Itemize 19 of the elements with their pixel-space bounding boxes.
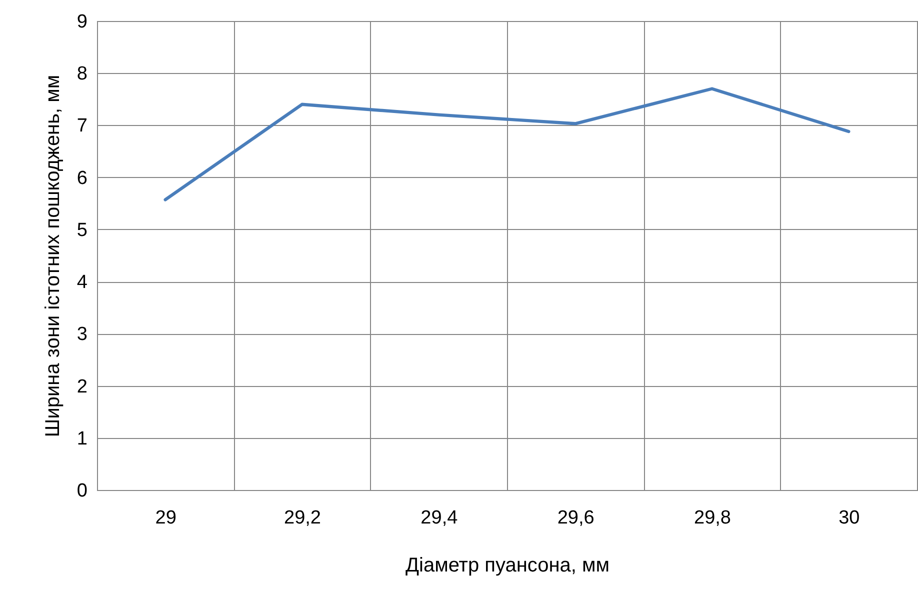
- y-axis-title: Ширина зони істотних пошкоджень, мм: [42, 74, 64, 438]
- x-axis-title: Діаметр пуансона, мм: [405, 554, 610, 576]
- y-tick-label: 0: [76, 480, 88, 502]
- x-tick-label: 29,8: [694, 508, 731, 528]
- y-tick-label: 6: [76, 168, 88, 189]
- x-tick-label: 29: [155, 508, 176, 528]
- y-tick-label: 9: [76, 12, 88, 32]
- x-tick-label: 29,4: [420, 508, 458, 528]
- x-tick-label: 29,2: [284, 508, 321, 528]
- y-tick-label: 1: [76, 428, 88, 450]
- y-tick-label: 3: [76, 324, 88, 346]
- y-tick-label: 5: [76, 220, 88, 241]
- x-tick-label: 29,6: [557, 508, 594, 528]
- line-series: [164, 87, 850, 202]
- y-tick-label: 4: [76, 272, 88, 294]
- y-tick-label: 8: [76, 64, 88, 85]
- y-tick-label: 7: [76, 116, 88, 137]
- x-tick-label: 30: [838, 508, 860, 528]
- y-tick-label: 2: [76, 376, 88, 398]
